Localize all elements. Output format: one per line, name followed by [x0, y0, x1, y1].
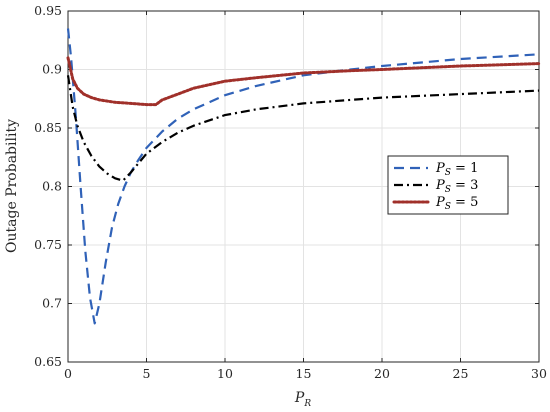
legend-label-main: P [435, 161, 445, 176]
x-axis-label-main: P [294, 390, 305, 406]
legend-label-main: P [435, 178, 445, 193]
x-axis-label: PR [294, 390, 311, 409]
x-axis-label-sub: R [303, 399, 311, 409]
y-axis-label: Outage Probability [4, 119, 20, 253]
grid [68, 11, 539, 362]
x-tick-label: 25 [453, 366, 469, 381]
legend-label-main: P [435, 195, 445, 210]
legend-label-sub: S [445, 202, 451, 212]
x-tick-label: 10 [217, 366, 233, 381]
x-tick-label: 0 [64, 366, 72, 381]
axes: 0 5 10 15 20 25 30 0.65 0.7 0.75 0.8 0.85 0.9 0.95 [34, 3, 547, 381]
legend-label-3: PS = 5 [435, 195, 478, 212]
x-tick-label: 15 [296, 366, 312, 381]
x-tick-label: 20 [374, 366, 390, 381]
y-tick-label: 0.95 [34, 3, 62, 18]
legend-label-sub: S [445, 168, 451, 178]
series-line-2 [66, 75, 540, 182]
x-tick-label: 30 [531, 366, 547, 381]
legend-label-rest: = 5 [451, 195, 478, 210]
axis-labels: Outage Probability PR [4, 119, 311, 409]
y-tick-label: 0.75 [34, 237, 62, 252]
legend-label-sub: S [445, 185, 451, 195]
legend-label-rest: = 3 [451, 178, 478, 193]
y-tick-label: 0.65 [34, 354, 62, 369]
legend-label-2: PS = 3 [435, 178, 478, 195]
legend: PS = 1PS = 3PS = 5 [387, 155, 509, 215]
series-line-3 [66, 56, 541, 107]
series [66, 28, 541, 325]
x-tick-label: 5 [143, 366, 151, 381]
legend-label-1: PS = 1 [435, 161, 478, 178]
legend-label-rest: = 1 [451, 161, 478, 176]
y-tick-label: 0.8 [42, 179, 62, 194]
y-tick-label: 0.85 [34, 120, 62, 135]
y-tick-label: 0.9 [42, 62, 62, 77]
y-tick-label: 0.7 [42, 296, 62, 311]
